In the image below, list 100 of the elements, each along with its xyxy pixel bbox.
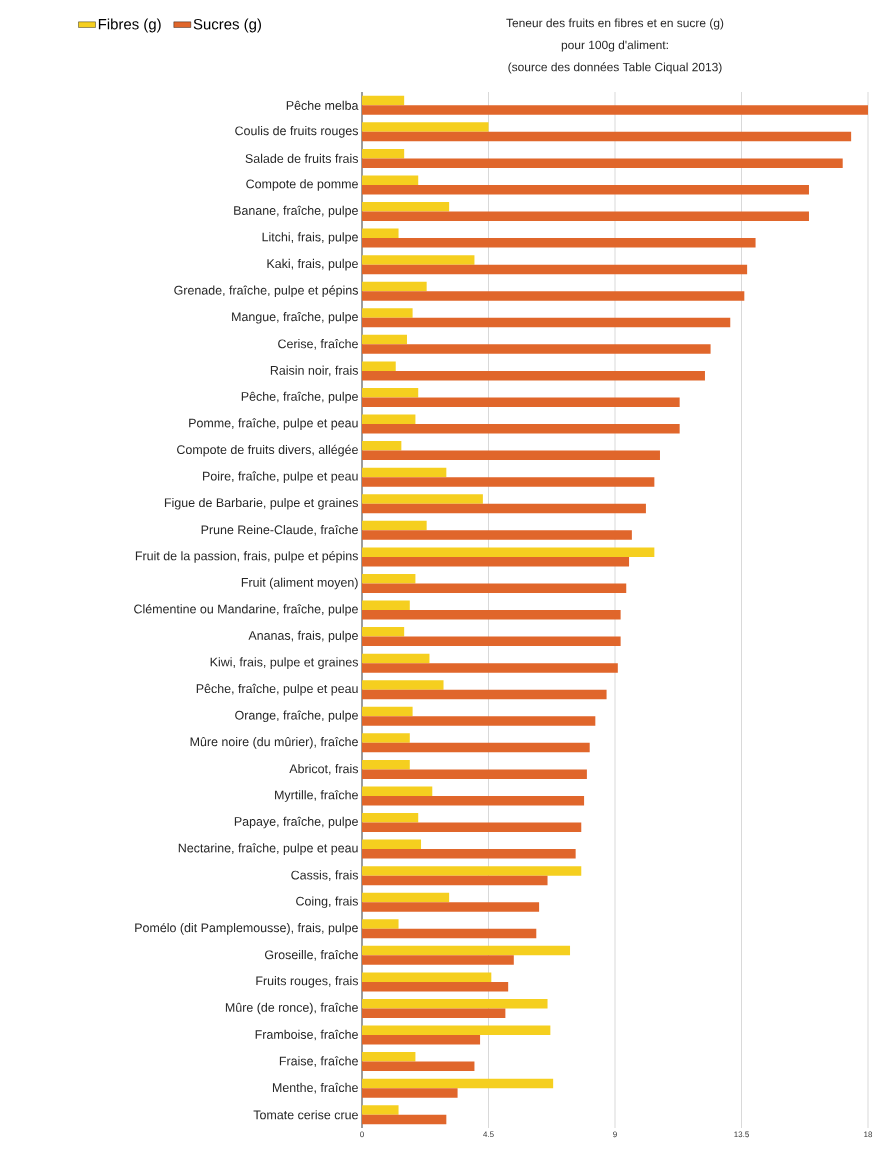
- y-tick-label: Salade de fruits frais: [245, 153, 359, 163]
- bar: [362, 211, 809, 222]
- bar: [362, 317, 731, 328]
- y-tick-label: Coing, frais: [296, 896, 359, 908]
- bar: [362, 158, 843, 168]
- bar: [362, 281, 427, 292]
- bar: [362, 424, 680, 434]
- bar: [362, 387, 419, 398]
- bar: [362, 759, 410, 770]
- bar: [362, 981, 509, 992]
- bar: [362, 477, 655, 487]
- bar: [362, 813, 419, 823]
- y-tick-label: Poire, fraîche, pulpe et peau: [203, 471, 358, 483]
- bar: [362, 361, 396, 371]
- text: (source des données Table Ciqual 2013): [508, 62, 722, 74]
- y-tick-label: Pomélo (dit Pamplemousse), frais, pulpe: [135, 922, 358, 935]
- bar: [362, 530, 632, 540]
- y-tick-label: Kiwi, frais, pulpe et graines: [210, 657, 359, 669]
- bar: [362, 955, 514, 965]
- legend-label: Fibres (g): [98, 18, 161, 33]
- y-tick-label: Cerise, fraîche: [278, 339, 358, 350]
- chart-subtitle: pour 100g d'aliment:: [561, 40, 668, 52]
- bar: [362, 547, 655, 557]
- chart-title: Teneur des fruits en fibres et en sucre (g): [506, 18, 724, 30]
- y-tick-label: Raisin noir, frais: [270, 365, 359, 377]
- bar: [362, 238, 756, 248]
- bar: [362, 875, 548, 886]
- bar: [362, 1008, 506, 1018]
- y-tick-label: Litchi, frais, pulpe: [262, 232, 358, 244]
- bar: [362, 1035, 481, 1045]
- y-tick-label: Prune Reine-Claude, fraîche: [201, 524, 358, 536]
- y-tick-label: Clémentine ou Mandarine, fraîche, pulpe: [134, 604, 358, 616]
- y-tick-label: Mangue, fraîche, pulpe: [232, 311, 358, 324]
- bar: [362, 928, 537, 939]
- bar: [362, 184, 809, 195]
- bar: [362, 706, 413, 717]
- bar: [362, 733, 410, 743]
- legend-label: Sucres (g): [193, 18, 261, 33]
- bar: [362, 291, 745, 301]
- bar: [362, 520, 427, 531]
- y-tick-label: Framboise, fraîche: [255, 1029, 358, 1041]
- bar: [362, 122, 489, 132]
- bar: [362, 503, 646, 514]
- bar: [362, 175, 419, 185]
- y-tick-label: Pomme, fraîche, pulpe et peau: [189, 418, 358, 430]
- y-tick-label: Figue de Barbarie, pulpe et graines: [164, 497, 358, 510]
- y-tick-label: Grenade, fraîche, pulpe et pépins: [174, 285, 359, 298]
- y-tick-label: Pêche, fraîche, pulpe: [241, 391, 358, 404]
- bar: [362, 998, 548, 1009]
- y-tick-label: Fruit (aliment moyen): [241, 577, 358, 590]
- bar: [362, 822, 582, 833]
- y-tick-label: Compote de pomme: [246, 179, 358, 191]
- bar: [362, 202, 450, 212]
- bar: [362, 627, 405, 637]
- y-tick-label: Groseille, fraîche: [264, 950, 358, 961]
- bar: [362, 1088, 458, 1098]
- y-tick-label: Fruits rouges, frais: [256, 976, 359, 988]
- bar: [362, 131, 852, 142]
- bar: [362, 228, 399, 239]
- bar: [362, 742, 590, 753]
- y-tick-label: Ananas, frais, pulpe: [248, 630, 358, 643]
- bar: [362, 839, 422, 850]
- bar: [362, 972, 492, 982]
- bar: [362, 494, 483, 504]
- y-tick-label: Nectarine, fraîche, pulpe et peau: [178, 843, 358, 855]
- bar: [362, 716, 596, 726]
- bar: [362, 334, 407, 345]
- y-tick-label: Fruit de la passion, frais, pulpe et pépins: [135, 551, 358, 563]
- bar: [362, 769, 587, 779]
- bar: [362, 1114, 447, 1125]
- y-tick-label: Coulis de fruits rouges: [235, 126, 359, 138]
- bar: [362, 105, 868, 115]
- bar: [362, 892, 450, 903]
- bar: [362, 689, 607, 700]
- bar: [362, 1105, 399, 1115]
- bar: [362, 680, 444, 690]
- bar: [362, 902, 540, 912]
- bar: [362, 600, 410, 610]
- bar: [362, 1025, 551, 1036]
- bar: [362, 1078, 554, 1089]
- bar: [362, 450, 660, 461]
- bar: [362, 1061, 475, 1072]
- y-tick-label: Pêche, fraîche, pulpe et peau: [196, 683, 358, 696]
- y-tick-label: Kaki, frais, pulpe: [267, 258, 358, 271]
- y-tick-label: Mûre noire (du mûrier), fraîche: [190, 737, 358, 749]
- bar: [362, 573, 416, 584]
- y-tick-label: Fraise, fraîche: [279, 1056, 358, 1067]
- y-tick-label: Papaye, fraîche, pulpe: [234, 816, 358, 829]
- bar: [362, 556, 630, 567]
- y-tick-label: Orange, fraîche, pulpe: [235, 710, 358, 723]
- bar: [362, 441, 402, 451]
- bar: [362, 467, 447, 478]
- y-tick-label: Tomate cerise crue: [253, 1110, 358, 1120]
- bar: [362, 308, 413, 318]
- bar: [362, 663, 618, 673]
- y-tick-label: Mûre (de ronce), fraîche: [225, 1002, 358, 1015]
- bar: [362, 255, 475, 265]
- bar: [362, 583, 627, 593]
- y-tick-label: Pêche melba: [286, 100, 359, 110]
- y-tick-label: Abricot, frais: [289, 764, 359, 775]
